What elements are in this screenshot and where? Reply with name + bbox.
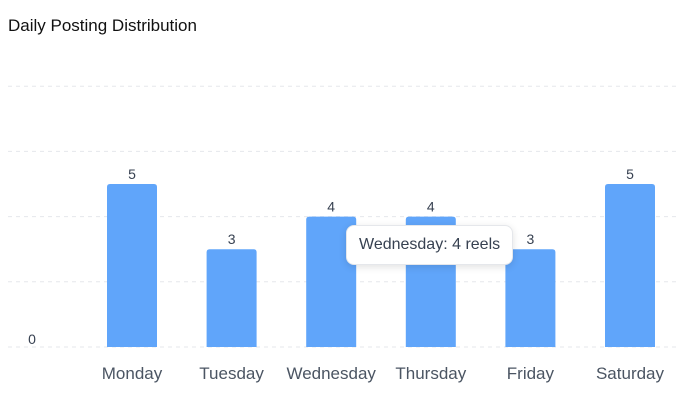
bar-value-labels: 5 3 4 4 3 5 [128, 166, 634, 247]
bar-value-label: 3 [527, 231, 535, 247]
x-axis-labels: Monday Tuesday Wednesday Thursday Friday Satu… [102, 364, 665, 383]
bars [107, 184, 655, 347]
bar-value-label: 5 [626, 166, 634, 182]
x-tick-label: Monday [102, 364, 163, 383]
x-tick-label: Wednesday [286, 364, 376, 383]
bar-value-label: 5 [128, 166, 136, 182]
bar-friday[interactable] [505, 249, 556, 347]
y-axis-labels: 0 [28, 331, 36, 347]
x-tick-label: Thursday [395, 364, 466, 383]
bar-value-label: 4 [327, 199, 335, 215]
bar-value-label: 4 [427, 199, 435, 215]
bar-tuesday[interactable] [206, 249, 257, 347]
bar-value-label: 3 [228, 231, 236, 247]
x-tick-label: Saturday [596, 364, 665, 383]
y-tick-label: 0 [28, 331, 36, 347]
bar-saturday[interactable] [605, 184, 655, 347]
bar-tooltip: Wednesday: 4 reels [346, 225, 514, 265]
x-tick-label: Tuesday [199, 364, 264, 383]
x-tick-label: Friday [507, 364, 555, 383]
bar-monday[interactable] [107, 184, 157, 347]
bar-wednesday[interactable] [306, 216, 357, 347]
chart-title: Daily Posting Distribution [8, 16, 197, 35]
